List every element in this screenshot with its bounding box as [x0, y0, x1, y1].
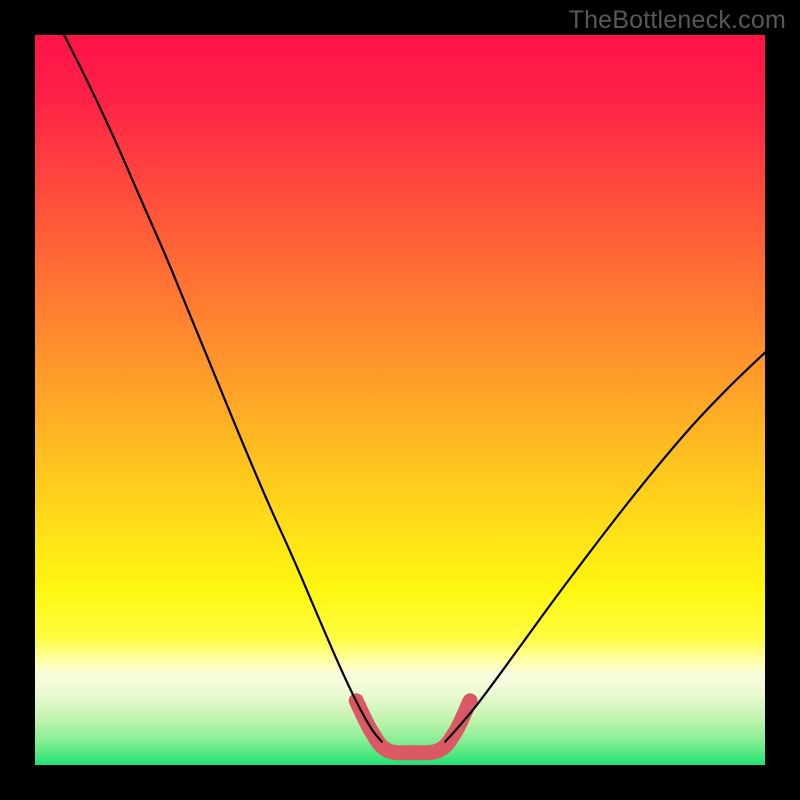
curve-left-branch — [64, 35, 382, 742]
chart-container: TheBottleneck.com — [0, 0, 800, 800]
chart-svg — [35, 35, 765, 765]
curve-right-branch — [445, 353, 765, 742]
highlight-segment — [356, 701, 470, 753]
watermark-text: TheBottleneck.com — [569, 6, 786, 35]
plot-area — [35, 35, 765, 765]
